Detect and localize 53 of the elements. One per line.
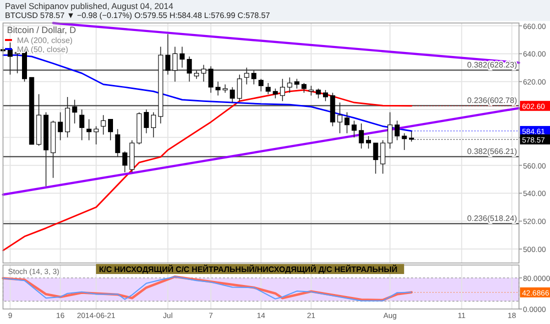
candlestick bbox=[272, 88, 278, 99]
annotation: К/С НИСХОДЯЩИЙ С/С НЕЙТРАЛЬНЫЙ/НИСХОДЯЩИЙ Д/С НЕЙТРАЛЬНЫЙ bbox=[99, 264, 398, 274]
candlestick bbox=[308, 85, 314, 96]
candlestick bbox=[108, 118, 113, 141]
candlestick bbox=[8, 42, 13, 76]
ref-line-label: 0.382(566.21) bbox=[467, 147, 518, 156]
candlestick bbox=[165, 34, 170, 76]
candlestick bbox=[86, 118, 92, 141]
candlestick bbox=[358, 123, 364, 149]
candlestick bbox=[258, 78, 264, 92]
candlestick bbox=[373, 142, 378, 174]
candlestick bbox=[94, 126, 99, 145]
candlestick bbox=[266, 82, 271, 95]
candlestick bbox=[237, 74, 242, 102]
candlestick bbox=[394, 120, 400, 141]
ref-line-label: 0.236(518.24) bbox=[467, 214, 518, 224]
candlestick bbox=[244, 67, 250, 85]
candlestick bbox=[316, 88, 321, 99]
candlestick bbox=[380, 140, 386, 174]
candlestick bbox=[172, 46, 178, 82]
candlestick bbox=[323, 90, 328, 102]
candlestick bbox=[144, 109, 149, 134]
candlestick bbox=[72, 99, 78, 124]
candlestick bbox=[115, 128, 120, 158]
candlestick bbox=[230, 86, 235, 103]
candlestick bbox=[208, 66, 214, 94]
chart-title: Pavel Schipanov published, August 04, 2014 bbox=[5, 1, 174, 11]
ref-line-label: 0.382(628.23) bbox=[467, 60, 518, 70]
candlestick bbox=[216, 81, 220, 96]
candlestick bbox=[302, 82, 306, 94]
candlestick bbox=[402, 132, 407, 150]
candlestick bbox=[65, 96, 70, 138]
candlestick bbox=[58, 112, 63, 141]
candlestick bbox=[251, 70, 256, 85]
candlestick bbox=[280, 78, 285, 102]
candlestick bbox=[201, 64, 206, 82]
candlestick bbox=[294, 78, 300, 89]
candlestick bbox=[287, 77, 292, 94]
ref-line-label: 0.236(602.78) bbox=[467, 96, 518, 106]
candlestick bbox=[180, 46, 185, 68]
candlestick bbox=[344, 112, 350, 134]
chart-subtitle: BTCUSD 578.57 ▼ −0.98 (−0.17%) O:579.55 H:584.48 L:576.99 C:578.57 bbox=[5, 11, 271, 20]
candlestick bbox=[352, 120, 357, 138]
candlestick bbox=[337, 102, 342, 134]
candlestick bbox=[122, 150, 128, 173]
candlestick bbox=[151, 112, 156, 138]
legend-label: MA (200, close) bbox=[17, 36, 73, 45]
candlestick bbox=[388, 112, 392, 149]
candlestick bbox=[100, 114, 106, 136]
candlestick bbox=[366, 136, 371, 149]
candlestick bbox=[186, 56, 192, 82]
legend-title: Bitcoin / Dollar, D bbox=[7, 25, 77, 35]
candlestick bbox=[79, 109, 84, 141]
